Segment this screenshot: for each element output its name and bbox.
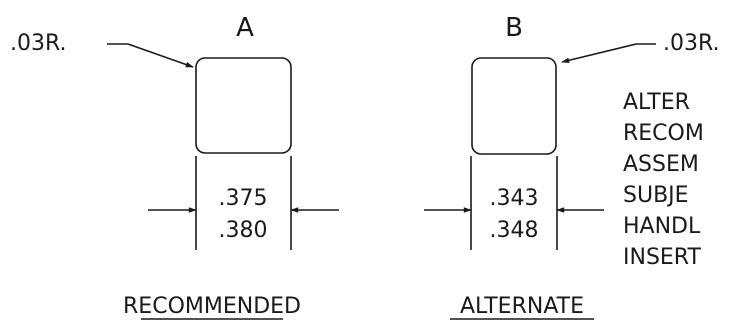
note-line: ALTER [623,90,690,115]
view-b-dim-upper: .343 [490,186,539,211]
note-line: INSERT [623,245,701,270]
note-line: RECOM [623,121,704,146]
view-a: A .03R. .375 .380 RECOMMENDED [10,13,339,320]
view-a-caption: RECOMMENDED [123,294,301,319]
view-b-dim-lower: .348 [490,218,539,243]
view-b-label: B [505,13,523,43]
view-a-square-section [195,57,292,154]
note-line: SUBJE [623,183,689,208]
view-b: B .03R. .343 .348 ALTERNATE [424,13,719,320]
view-a-callout-arrow [127,43,194,68]
view-a-dim-lower: .380 [219,218,268,243]
view-a-radius-callout: .03R. [10,31,66,56]
view-a-label: A [236,13,254,43]
note-line: ASSEM [623,152,699,177]
view-a-dim-upper: .375 [219,186,268,211]
view-b-square-section [471,57,557,155]
note-line: HANDL [623,214,701,239]
side-note: ALTER RECOM ASSEM SUBJE HANDL INSERT [623,90,704,270]
view-b-radius-callout: .03R. [663,31,719,56]
view-b-callout-arrow [561,43,637,64]
view-b-caption: ALTERNATE [460,294,584,319]
